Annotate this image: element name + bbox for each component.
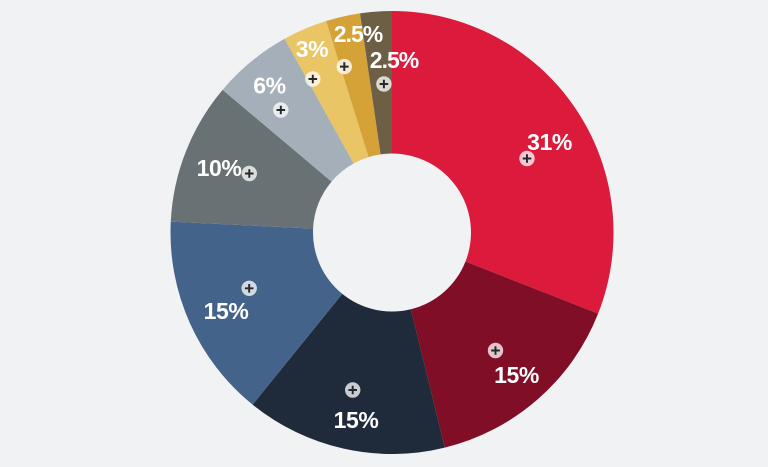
svg-text:2.5%: 2.5%: [334, 21, 383, 47]
svg-text:10%: 10%: [197, 155, 242, 181]
svg-text:31%: 31%: [527, 129, 572, 155]
svg-text:6%: 6%: [253, 73, 285, 99]
svg-text:15%: 15%: [494, 362, 539, 388]
svg-text:3%: 3%: [296, 36, 328, 62]
svg-text:15%: 15%: [204, 298, 249, 324]
svg-text:2.5%: 2.5%: [370, 47, 419, 73]
svg-text:15%: 15%: [334, 407, 379, 433]
